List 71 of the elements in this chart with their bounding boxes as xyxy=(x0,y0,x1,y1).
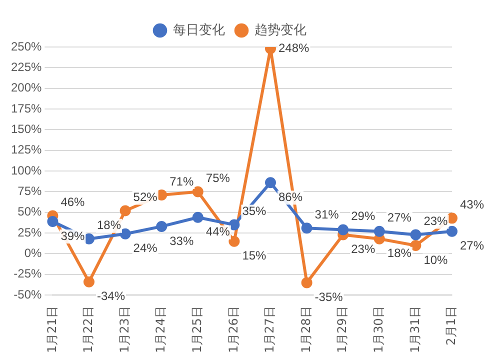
data-label: 39% xyxy=(60,228,86,243)
y-tick-label: 0% xyxy=(24,246,42,260)
x-tick-label: 1月28日 xyxy=(298,306,313,353)
legend-label: 趋势变化 xyxy=(254,22,306,38)
data-label: -34% xyxy=(96,289,126,304)
x-tick-label: 1月30日 xyxy=(372,306,386,353)
x-tick-label: 1月26日 xyxy=(226,306,240,353)
y-tick-label: -25% xyxy=(14,266,42,281)
data-label: 46% xyxy=(60,195,86,210)
data-label: 31% xyxy=(314,207,340,222)
data-label: 35% xyxy=(242,204,267,218)
y-tick-label: 125% xyxy=(10,142,42,157)
data-label: 10% xyxy=(424,252,448,267)
point xyxy=(374,226,385,237)
y-tick-label: 25% xyxy=(18,225,42,240)
data-label: 248% xyxy=(278,40,310,55)
y-tick-label: 100% xyxy=(10,163,42,178)
point xyxy=(228,236,240,247)
point xyxy=(156,190,168,201)
x-tick-label: 1月29日 xyxy=(335,306,350,353)
data-label: 71% xyxy=(170,174,194,188)
point xyxy=(156,220,168,232)
point xyxy=(338,224,349,236)
point xyxy=(301,277,312,288)
y-tick-label: 200% xyxy=(10,80,42,95)
data-label: 86% xyxy=(278,190,303,204)
data-label: -35% xyxy=(314,290,344,304)
point xyxy=(410,240,422,251)
point xyxy=(83,233,94,244)
legend-label: 每日变化 xyxy=(173,22,225,38)
point xyxy=(301,222,312,234)
point xyxy=(410,229,422,240)
point xyxy=(192,186,204,198)
y-tick-label: 175% xyxy=(10,101,42,116)
data-label: 15% xyxy=(242,248,267,263)
data-label: 44% xyxy=(206,224,230,239)
point xyxy=(192,212,204,223)
y-tick-label: 225% xyxy=(10,60,42,74)
point xyxy=(446,212,458,224)
point xyxy=(446,226,458,237)
data-label: 75% xyxy=(206,171,230,186)
point xyxy=(228,219,240,230)
data-label: 33% xyxy=(170,234,194,248)
x-tick-label: 1月25日 xyxy=(190,306,204,353)
data-label: 27% xyxy=(460,238,484,253)
point xyxy=(47,216,58,227)
point xyxy=(264,177,276,188)
x-tick-label: 1月24日 xyxy=(154,306,168,353)
data-label: 52% xyxy=(133,190,158,204)
data-label: 24% xyxy=(133,241,158,256)
data-label: 23% xyxy=(351,242,376,256)
data-label: 29% xyxy=(351,209,376,224)
x-tick-label: 1月23日 xyxy=(117,306,132,353)
x-tick-label: 1月27日 xyxy=(262,306,277,353)
data-label: 18% xyxy=(96,218,122,232)
x-tick-label: 1月31日 xyxy=(408,306,422,353)
x-tick-label: 2月1日 xyxy=(444,306,458,346)
y-tick-label: -50% xyxy=(14,287,42,302)
x-tick-label: 1月22日 xyxy=(81,306,96,353)
point xyxy=(120,228,131,240)
data-label: 27% xyxy=(387,210,412,225)
y-tick-label: 250% xyxy=(10,39,42,54)
y-tick-label: 75% xyxy=(18,184,42,198)
y-tick-label: 150% xyxy=(10,122,42,136)
data-label: 43% xyxy=(460,198,484,212)
x-tick-label: 1月21日 xyxy=(44,306,59,353)
data-label: 18% xyxy=(387,246,412,260)
point xyxy=(120,205,131,216)
point xyxy=(83,276,94,288)
data-label: 23% xyxy=(424,214,448,228)
y-tick-label: 50% xyxy=(18,204,42,219)
